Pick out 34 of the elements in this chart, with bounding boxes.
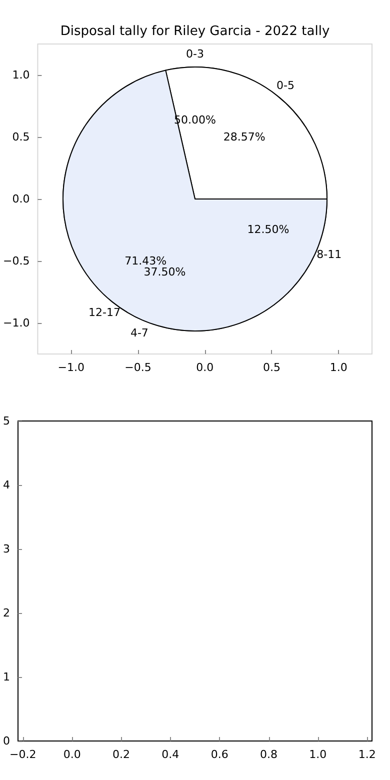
x-tick-label: 0.0 [196,361,214,374]
slice-label: 12-17 [88,306,120,320]
y-tick-label: 4 [3,478,10,492]
data-label: 37.50% [144,266,186,279]
slice-label: 8-11 [316,248,342,262]
y-tick-label: −1.0 [2,316,30,330]
y-tick-label: 3 [3,542,10,556]
x-tick-label: 0.5 [262,361,280,374]
y-tick-label: 0 [3,734,10,748]
data-label: 28.57% [223,130,266,144]
x-tick-label: −0.2 [10,748,36,761]
y-tick-label: 5 [3,414,10,428]
slice-label: 0-5 [276,78,295,92]
data-label: 71.43% [124,254,167,268]
data-label: 12.50% [247,222,290,236]
y-tick-label: −0.5 [2,254,30,268]
x-tick-label: 0.2 [112,748,130,761]
slice-label: 0-3 [186,47,204,60]
x-tick-label: 1.2 [358,748,376,761]
x-tick-label: 1.0 [309,748,327,761]
x-tick-label: 0.8 [260,748,278,761]
y-tick-label: 2 [3,606,10,620]
y-tick-label: 0.5 [12,130,30,144]
x-tick-label: 0.6 [210,748,228,761]
chart-title: Disposal tally for Riley Garcia - 2022 tally [60,24,330,39]
x-tick-label: 1.0 [330,361,348,374]
y-tick-label: 1.0 [12,68,30,82]
x-tick-label: −0.5 [124,361,152,374]
x-tick-label: 0.0 [63,748,81,761]
y-tick-label: 0.0 [12,192,30,206]
slice-label: 4-7 [130,326,148,340]
x-tick-label: −1.0 [58,361,84,374]
y-tick-label: 1 [3,670,10,684]
x-tick-label: 0.4 [162,748,180,761]
